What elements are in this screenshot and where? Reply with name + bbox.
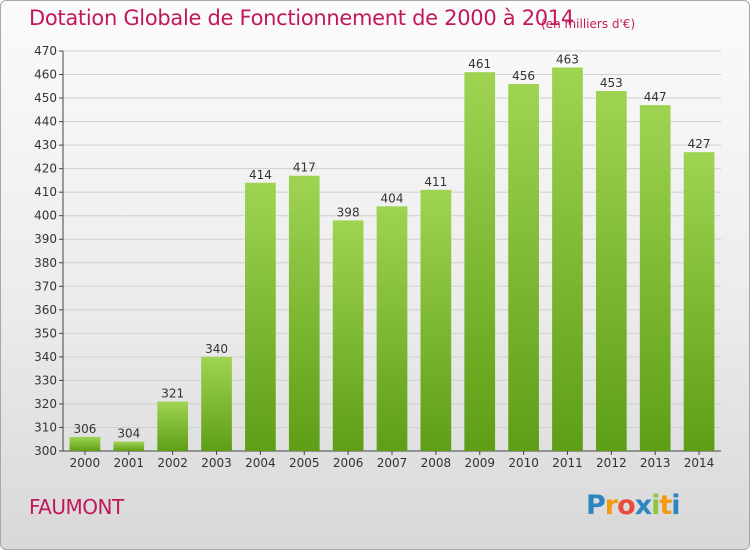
bar bbox=[376, 206, 408, 451]
x-tick-label: 2008 bbox=[421, 456, 452, 470]
y-tick-label: 360 bbox=[34, 303, 57, 317]
logo-letter: x bbox=[634, 490, 652, 521]
y-tick-label: 380 bbox=[34, 256, 57, 270]
x-tick-label: 2001 bbox=[114, 456, 145, 470]
labels: 306 2000 304 2001 321 2002 340 2003 414 2004 417 20… bbox=[70, 52, 715, 470]
bar bbox=[201, 356, 232, 451]
data-label: 411 bbox=[424, 175, 447, 189]
y-tick-label: 340 bbox=[34, 350, 57, 364]
y-tick-label: 370 bbox=[34, 279, 57, 293]
x-tick-label: 2009 bbox=[464, 456, 495, 470]
x-tick-label: 2006 bbox=[333, 456, 364, 470]
bar bbox=[552, 67, 583, 452]
chart-title: Dotation Globale de Fonctionnement de 20… bbox=[29, 6, 574, 30]
data-label: 463 bbox=[556, 52, 579, 66]
y-tick-label: 300 bbox=[34, 444, 57, 458]
data-label: 417 bbox=[293, 161, 316, 175]
y-tick-label: 420 bbox=[34, 162, 57, 176]
chart-unit-label: (en milliers d'€) bbox=[541, 17, 636, 31]
proxiti-logo: Proxiti bbox=[586, 490, 681, 521]
y-tick-label: 440 bbox=[34, 115, 57, 129]
x-tick-label: 2012 bbox=[596, 456, 627, 470]
bar bbox=[508, 83, 539, 452]
y-tick-label: 350 bbox=[34, 326, 57, 340]
bar bbox=[332, 220, 364, 451]
y-tick-label: 310 bbox=[34, 420, 57, 434]
bar bbox=[595, 91, 627, 451]
x-tick-label: 2000 bbox=[70, 456, 101, 470]
logo-letter: P bbox=[586, 490, 606, 521]
logo-letter: r bbox=[604, 490, 618, 521]
logo-letter: i bbox=[651, 490, 660, 521]
logo-letter: o bbox=[617, 490, 636, 521]
x-tick-label: 2011 bbox=[552, 456, 583, 470]
x-tick-label: 2003 bbox=[201, 456, 232, 470]
data-label: 456 bbox=[512, 69, 535, 83]
x-tick-label: 2014 bbox=[684, 456, 715, 470]
y-tick-label: 410 bbox=[34, 185, 57, 199]
y-tick-label: 470 bbox=[34, 44, 57, 58]
data-label: 461 bbox=[468, 57, 491, 71]
bar bbox=[113, 441, 145, 451]
data-label: 398 bbox=[337, 205, 360, 219]
x-tick-label: 2005 bbox=[289, 456, 320, 470]
bar bbox=[464, 72, 496, 452]
data-label: 414 bbox=[249, 168, 272, 182]
data-label: 306 bbox=[73, 422, 96, 436]
x-tick-label: 2010 bbox=[508, 456, 539, 470]
bars bbox=[69, 67, 715, 452]
x-tick-label: 2002 bbox=[157, 456, 188, 470]
data-label: 304 bbox=[117, 427, 140, 441]
logo-letter: t bbox=[659, 490, 672, 521]
y-tick-label: 400 bbox=[34, 209, 57, 223]
x-tick-label: 2007 bbox=[377, 456, 408, 470]
x-tick-label: 2013 bbox=[640, 456, 671, 470]
y-tick-label: 430 bbox=[34, 138, 57, 152]
y-tick-label: 330 bbox=[34, 373, 57, 387]
bar bbox=[157, 401, 189, 451]
bar bbox=[288, 175, 320, 452]
data-label: 453 bbox=[600, 76, 623, 90]
bar bbox=[683, 152, 715, 452]
bar bbox=[245, 182, 276, 451]
data-label: 427 bbox=[688, 137, 711, 151]
x-tick-label: 2004 bbox=[245, 456, 276, 470]
data-label: 340 bbox=[205, 342, 228, 356]
commune-name: FAUMONT bbox=[29, 495, 124, 519]
data-label: 447 bbox=[644, 90, 667, 104]
y-tick-label: 460 bbox=[34, 68, 57, 82]
bar bbox=[639, 105, 671, 451]
data-label: 321 bbox=[161, 387, 184, 401]
logo-letter: i bbox=[671, 490, 680, 521]
y-tick-label: 450 bbox=[34, 91, 57, 105]
y-tick-label: 320 bbox=[34, 397, 57, 411]
y-tick-label: 390 bbox=[34, 232, 57, 246]
data-label: 404 bbox=[381, 191, 404, 205]
bar bbox=[69, 436, 101, 451]
bar bbox=[420, 189, 452, 451]
